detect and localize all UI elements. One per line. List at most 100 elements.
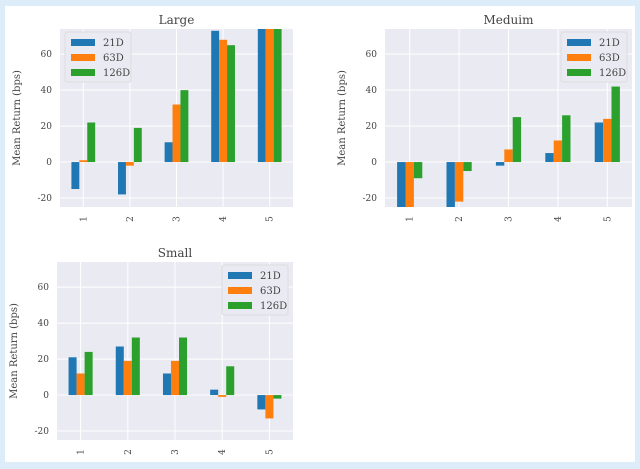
bar-63d-5 (265, 29, 274, 163)
bar-21d-1 (68, 357, 77, 396)
bar-63d-4 (218, 395, 227, 397)
x-tick-label: 4 (554, 216, 564, 222)
bar-63d-4 (219, 39, 228, 163)
bar-21d-2 (115, 346, 124, 396)
bar-126d-2 (133, 127, 142, 163)
bar-21d-3 (164, 142, 173, 163)
y-axis-label: Mean Return (bps) (9, 303, 20, 399)
x-tick-label: 4 (218, 449, 228, 455)
bar-63d-3 (172, 104, 181, 163)
y-tick-label: -20 (38, 194, 53, 204)
y-tick-label: 60 (41, 50, 53, 60)
bar-126d-4 (226, 366, 235, 396)
y-axis-label: Mean Return (bps) (337, 70, 348, 166)
bar-63d-2 (454, 162, 464, 202)
x-tick-label: 5 (603, 216, 613, 222)
x-tick-label: 1 (406, 216, 416, 222)
legend-label: 21D (103, 38, 124, 49)
y-tick-label: 40 (38, 319, 50, 329)
legend-label: 126D (599, 68, 626, 79)
y-tick-label: 20 (41, 122, 53, 132)
bar-63d-3 (504, 149, 513, 163)
chart-title: Large (159, 13, 195, 27)
legend-label: 21D (599, 38, 620, 49)
legend-swatch (567, 39, 591, 46)
legend-label: 63D (260, 286, 281, 297)
x-tick-label: 1 (77, 449, 87, 455)
y-axis-label: Mean Return (bps) (12, 70, 23, 166)
bar-21d-4 (210, 389, 219, 396)
x-tick-label: 2 (124, 449, 134, 455)
bar-126d-4 (562, 115, 571, 163)
bar-126d-5 (611, 86, 620, 163)
x-tick-label: 5 (265, 449, 275, 455)
legend-swatch (228, 302, 252, 309)
bar-63d-1 (405, 162, 414, 207)
legend-label: 126D (103, 68, 130, 79)
y-tick-label: 0 (371, 158, 377, 168)
legend-swatch (71, 54, 95, 61)
bar-21d-4 (545, 153, 554, 163)
bar-21d-2 (118, 162, 126, 195)
legend-swatch (228, 272, 252, 279)
bar-21d-2 (446, 162, 455, 207)
chart-large: Large Mean Return (bps) -20 0 20 40 60 1 2 3 4 5 21D… (12, 13, 293, 222)
bar-126d-3 (180, 90, 189, 163)
legend: 21D 63D 126D (560, 31, 628, 83)
bar-126d-1 (413, 162, 423, 179)
bar-126d-1 (87, 122, 96, 163)
chart-small: Small Mean Return (bps) -20 0 20 40 60 1 2 3 4 5 21D… (9, 246, 293, 455)
legend-label: 63D (103, 53, 124, 64)
x-tick-label: 3 (171, 449, 181, 455)
bar-21d-5 (257, 29, 266, 163)
bar-126d-2 (463, 162, 472, 172)
y-tick-label: 60 (366, 50, 378, 60)
x-tick-label: 3 (505, 216, 515, 222)
bar-63d-3 (170, 360, 180, 396)
bar-126d-3 (512, 117, 522, 163)
legend-label: 126D (260, 301, 287, 312)
legend-swatch (71, 69, 95, 76)
bar-126d-4 (227, 45, 235, 163)
chart-title: Meduim (483, 13, 534, 27)
bar-21d-3 (495, 162, 505, 166)
y-tick-label: 20 (366, 122, 378, 132)
bar-63d-1 (76, 373, 85, 396)
legend-swatch (567, 54, 591, 61)
y-tick-label: 40 (41, 86, 53, 96)
y-tick-label: -20 (35, 427, 50, 437)
legend: 21D 63D 126D (221, 264, 289, 316)
bar-63d-4 (553, 140, 563, 163)
y-tick-label: 40 (366, 86, 378, 96)
bar-126d-3 (179, 337, 188, 396)
y-tick-label: 0 (46, 158, 52, 168)
bar-126d-1 (84, 351, 93, 396)
y-tick-label: 60 (38, 283, 50, 293)
legend-swatch (228, 287, 252, 294)
legend-swatch (567, 69, 591, 76)
bar-21d-1 (397, 162, 406, 207)
y-tick-label: 20 (38, 355, 50, 365)
bar-21d-5 (257, 395, 266, 410)
x-tick-label: 2 (455, 216, 465, 222)
bar-63d-2 (125, 162, 134, 166)
legend-label: 63D (599, 53, 620, 64)
bar-126d-2 (131, 337, 140, 396)
legend-swatch (71, 39, 95, 46)
bar-21d-4 (211, 30, 220, 163)
chart-title: Small (158, 246, 193, 260)
chart-meduim: Meduim Mean Return (bps) -20 0 20 40 60 1 2 3 4 5 21… (337, 13, 632, 222)
bar-63d-5 (265, 395, 274, 419)
y-tick-label: -20 (363, 194, 378, 204)
bar-63d-2 (123, 360, 132, 396)
bar-63d-1 (79, 160, 88, 163)
bar-21d-3 (162, 373, 171, 396)
legend: 21D 63D 126D (64, 31, 132, 83)
legend-label: 21D (260, 271, 281, 282)
bar-63d-5 (603, 118, 612, 163)
x-tick-label: 3 (173, 216, 183, 222)
bar-21d-1 (71, 162, 80, 190)
bar-126d-5 (273, 29, 282, 163)
